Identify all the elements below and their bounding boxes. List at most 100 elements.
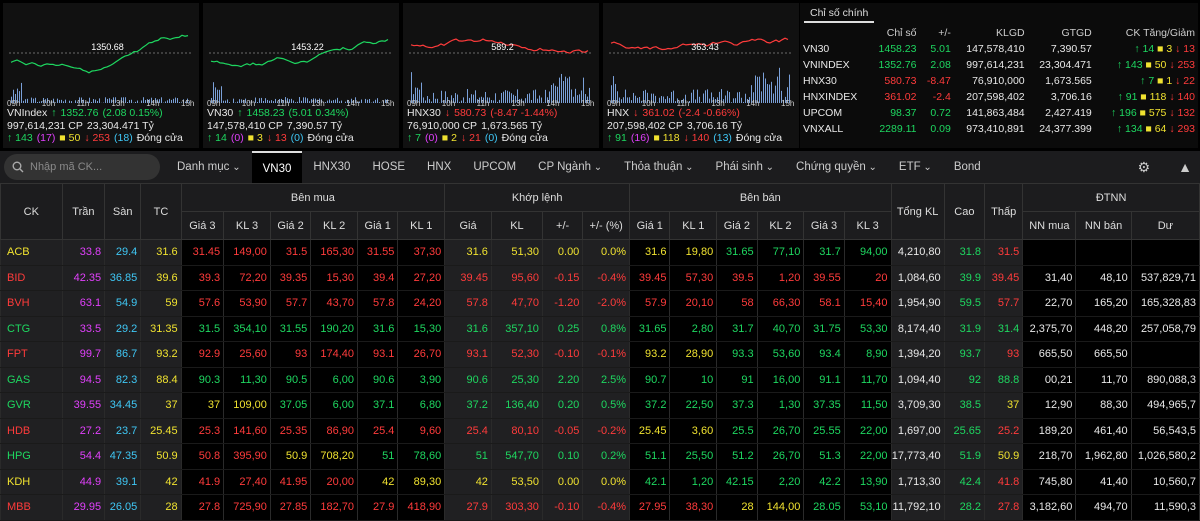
stock-search[interactable] bbox=[4, 154, 160, 180]
symbol[interactable]: MBB bbox=[0, 494, 63, 521]
scroll-up-icon[interactable]: ▲ bbox=[1178, 159, 1192, 175]
tab-thỏa-thuận[interactable]: Thỏa thuận ⌄ bbox=[613, 151, 704, 183]
index-row-vn30[interactable]: VN30 1458.23 5.01 147,578,410 7,390.57 ↑ 14 ■… bbox=[800, 41, 1198, 57]
gear-icon[interactable]: ⚙ bbox=[1137, 158, 1151, 175]
ask2-volume: 26,70 bbox=[756, 443, 805, 470]
table-row[interactable]: HPG 54.4 47.35 50.9 50.8 395,90 50.9 708,20 51 78… bbox=[0, 443, 1200, 470]
tab-bond[interactable]: Bond bbox=[943, 151, 992, 183]
match-change: -1.20 bbox=[541, 290, 584, 317]
foreign-room: 11,590,3 bbox=[1130, 494, 1200, 521]
volume-bar bbox=[313, 98, 314, 103]
volume-bar bbox=[589, 87, 590, 103]
tab-hnx[interactable]: HNX bbox=[416, 151, 462, 183]
volume-bar bbox=[329, 99, 330, 103]
low-price: 57.7 bbox=[984, 290, 1024, 317]
foreign-buy: 22,70 bbox=[1022, 290, 1077, 317]
table-row[interactable]: CTG 33.5 29.2 31.35 31.5 354,10 31.55 190,20 31.… bbox=[0, 316, 1200, 342]
match-volume: 136,40 bbox=[490, 392, 543, 419]
foreign-room: 1,026,580,2 bbox=[1130, 443, 1200, 470]
ask3-price: 42.2 bbox=[803, 469, 845, 495]
table-row[interactable]: HDB 27.2 23.7 25.45 25.3 141,60 25.35 86,90 25.4… bbox=[0, 418, 1200, 444]
price-line bbox=[610, 37, 789, 51]
table-row[interactable]: FPT 99.7 86.7 93.2 92.9 25,60 93 174,40 93.1 26,7… bbox=[0, 341, 1200, 368]
table-row[interactable]: BID 42.35 36.85 39.6 39.3 72,20 39.35 15,30 39.4… bbox=[0, 265, 1200, 291]
volume-bar bbox=[151, 97, 152, 103]
index-row-hnx30[interactable]: HNX30 580.73 -8.47 76,910,000 1,673.565 ↑ 7 ■… bbox=[800, 73, 1198, 89]
foreign-room bbox=[1130, 341, 1200, 368]
match-change-pct: 0.0% bbox=[582, 239, 631, 266]
search-input[interactable] bbox=[30, 161, 150, 173]
foreign-buy: 745,80 bbox=[1022, 469, 1077, 495]
symbol[interactable]: GAS bbox=[0, 367, 63, 393]
symbol[interactable]: FPT bbox=[0, 341, 63, 368]
bid3-volume: 354,10 bbox=[223, 316, 271, 342]
tab-label: HNX30 bbox=[313, 161, 351, 173]
symbol[interactable]: BVH bbox=[0, 290, 63, 317]
volume-bar bbox=[429, 99, 430, 103]
total-volume: 4,210,80 bbox=[890, 239, 945, 266]
table-row[interactable]: MBB 29.95 26.05 28 27.8 725,90 27.85 182,70 27.9… bbox=[0, 494, 1200, 521]
volume-bar bbox=[691, 92, 692, 103]
tab-etf[interactable]: ETF ⌄ bbox=[888, 151, 943, 183]
volume-bar bbox=[533, 90, 534, 103]
symbol[interactable]: HPG bbox=[0, 443, 63, 470]
symbol[interactable]: HDB bbox=[0, 418, 63, 444]
volume-bar bbox=[65, 99, 66, 103]
volume-bar bbox=[433, 92, 434, 103]
index-row-hnxindex[interactable]: HNXINDEX 361.02 -2.4 207,598,402 3,706.16 ↑ 9… bbox=[800, 89, 1198, 105]
index-chart-vnindex[interactable]: 1350.68 09h 10h 11h 13h 14h 15h VNIndex ↑ 1352.76… bbox=[3, 3, 199, 148]
index-row-vnindex[interactable]: VNINDEX 1352.76 2.08 997,614,231 23,304.471 ↑… bbox=[800, 57, 1198, 73]
symbol[interactable]: ACB bbox=[0, 239, 63, 266]
symbol[interactable]: CTG bbox=[0, 316, 63, 342]
total-volume: 1,394,20 bbox=[890, 341, 945, 368]
symbol[interactable]: KDH bbox=[0, 469, 63, 495]
volume-bar bbox=[183, 99, 184, 103]
tab-phái-sinh[interactable]: Phái sinh ⌄ bbox=[705, 151, 785, 183]
volume-bar bbox=[339, 101, 340, 103]
index-chart-vn30[interactable]: 1453.22 09h 10h 11h 13h 14h 15h VN30 ↑ 1458.23 (5.… bbox=[203, 3, 399, 148]
index-row-upcom[interactable]: UPCOM 98.37 0.72 141,863,484 2,427.419 ↑ 196 … bbox=[800, 105, 1198, 121]
table-row[interactable]: BVH 63.1 54.9 59 57.6 53,90 57.7 43,70 57.8 24,20… bbox=[0, 290, 1200, 317]
col-ck[interactable]: CK bbox=[0, 183, 63, 240]
low-price: 27.8 bbox=[984, 494, 1024, 521]
col-kl-2: KL 2 bbox=[310, 211, 359, 240]
tab-label: ETF bbox=[898, 161, 921, 173]
floor-price: 26.05 bbox=[104, 494, 142, 521]
foreign-sell: 165,20 bbox=[1075, 290, 1132, 317]
index-arrow: ↓ bbox=[633, 107, 639, 119]
symbol[interactable]: BID bbox=[0, 265, 63, 291]
ask3-volume: 13,90 bbox=[843, 469, 892, 495]
volume-bar bbox=[767, 84, 768, 103]
tab-cp-ngành[interactable]: CP Ngành ⌄ bbox=[527, 151, 613, 183]
index-summary: VNIndex ↑ 1352.76 (2.08 0.15%) 997,614,231 C… bbox=[7, 107, 199, 145]
bid1-volume: 9,60 bbox=[397, 418, 446, 444]
match-volume: 303,30 bbox=[490, 494, 543, 521]
bid1-volume: 26,70 bbox=[397, 341, 446, 368]
tab-upcom[interactable]: UPCOM bbox=[462, 151, 527, 183]
index-breadth: ↑ 14 ■ 3 ↓ 13 bbox=[1095, 41, 1198, 57]
tab-hose[interactable]: HOSE bbox=[361, 151, 416, 183]
volume-bar bbox=[539, 95, 540, 103]
floor-price: 82.3 bbox=[104, 367, 142, 393]
volume-bar bbox=[117, 102, 118, 103]
tab-main-indices[interactable]: Chỉ số chính bbox=[804, 5, 875, 23]
tab-vn30[interactable]: VN30 bbox=[251, 151, 303, 183]
table-row[interactable]: ACB 33.8 29.4 31.6 31.45 149,00 31.5 165,30 31.5… bbox=[0, 239, 1200, 266]
index-panel: Chỉ số chính Chỉ số +/- KLGD GTGD CK Tăng/Gi… bbox=[800, 3, 1198, 148]
volume-bar bbox=[633, 92, 634, 103]
table-row[interactable]: GVR 39.55 34.45 37 37 109,00 37.05 6,00 37.1 6,80… bbox=[0, 392, 1200, 419]
tab-hnx30[interactable]: HNX30 bbox=[302, 151, 361, 183]
index-row-vnxall[interactable]: VNXALL 2289.11 0.09 973,410,891 24,377.399 ↑ … bbox=[800, 121, 1198, 137]
volume-bar bbox=[701, 102, 702, 103]
volume-bar bbox=[159, 99, 160, 103]
index-chart-hnx30[interactable]: 589.2 09h 10h 11h 13h 14h 15h HNX30 ↓ 580.73 (-8.4… bbox=[403, 3, 599, 148]
table-row[interactable]: KDH 44.9 39.1 42 41.9 27,40 41.95 20,00 42 89,30 4… bbox=[0, 469, 1200, 495]
table-row[interactable]: GAS 94.5 82.3 88.4 90.3 11,30 90.5 6,00 90.6 3,90… bbox=[0, 367, 1200, 393]
tab-chứng-quyền[interactable]: Chứng quyền ⌄ bbox=[785, 151, 888, 183]
volume-bar bbox=[169, 98, 170, 103]
index-change: 0.72 bbox=[930, 107, 951, 119]
symbol[interactable]: GVR bbox=[0, 392, 63, 419]
tab-danh-mục[interactable]: Danh mục ⌄ bbox=[166, 151, 252, 183]
index-chart-hnx[interactable]: 363.43 09h 10h 11h 13h 14h 15h HNX ↓ 361.02 (-2.4 … bbox=[603, 3, 799, 148]
index-value: 2289.11 bbox=[879, 123, 917, 135]
